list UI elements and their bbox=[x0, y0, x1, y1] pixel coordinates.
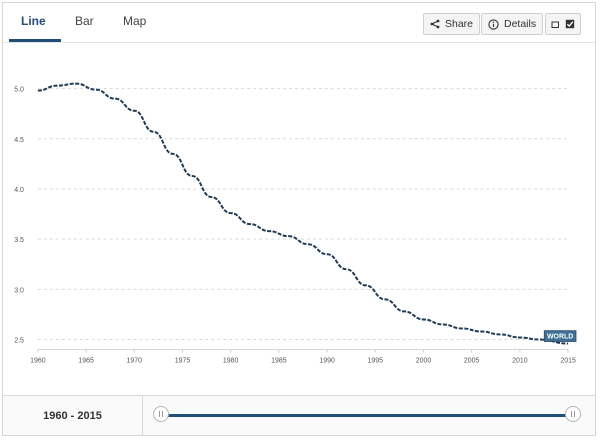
y-tick-label: 3.0 bbox=[14, 287, 24, 294]
series-label-world: WORLD bbox=[547, 334, 573, 341]
x-tick-label: 1960 bbox=[30, 358, 46, 365]
tab-bar[interactable]: Bar bbox=[75, 14, 94, 28]
slider-grip-icon bbox=[570, 411, 576, 417]
y-tick-label: 5.0 bbox=[14, 87, 24, 94]
x-tick-label: 1990 bbox=[319, 358, 335, 365]
series-label-box bbox=[543, 330, 577, 342]
chart-panel: Line Bar Map Share bbox=[2, 2, 596, 436]
x-tick-label: 2015 bbox=[560, 358, 576, 365]
x-tick-label: 2010 bbox=[512, 358, 528, 365]
active-tab-indicator bbox=[9, 39, 61, 42]
x-tick-label: 2005 bbox=[464, 358, 480, 365]
y-tick-label: 3.5 bbox=[14, 237, 24, 244]
share-button[interactable]: Share bbox=[423, 13, 481, 35]
x-tick-label: 1975 bbox=[175, 358, 191, 365]
view-options-button[interactable] bbox=[545, 13, 581, 35]
details-button[interactable]: Details bbox=[481, 13, 544, 35]
time-range-bar: 1960 - 2015 bbox=[3, 395, 595, 435]
x-tick-label: 2000 bbox=[416, 358, 432, 365]
line-chart: 5.0 4.5 4.0 3.5 3.0 2.5 1960 1965 1970 1975 1980 19… bbox=[14, 82, 577, 365]
x-tick-label: 1970 bbox=[127, 358, 143, 365]
slider-grip-icon bbox=[158, 411, 164, 417]
share-label: Share bbox=[445, 18, 474, 30]
details-label: Details bbox=[504, 18, 537, 30]
range-start-handle[interactable] bbox=[153, 406, 169, 422]
y-tick-label: 2.5 bbox=[14, 338, 24, 345]
tab-line[interactable]: Line bbox=[21, 14, 46, 28]
y-tick-label: 4.0 bbox=[14, 187, 24, 194]
chart-toolbar: Line Bar Map Share bbox=[3, 3, 595, 43]
checkbox-icon bbox=[565, 19, 575, 29]
range-slider-track[interactable] bbox=[161, 414, 573, 417]
y-tick-label: 4.5 bbox=[14, 137, 24, 144]
tab-map[interactable]: Map bbox=[123, 14, 147, 28]
info-icon bbox=[488, 18, 499, 30]
share-icon bbox=[430, 19, 440, 29]
window-icon bbox=[551, 20, 560, 29]
x-tick-label: 1995 bbox=[368, 358, 384, 365]
range-label: 1960 - 2015 bbox=[3, 396, 143, 435]
x-tick-label: 1985 bbox=[271, 358, 287, 365]
x-tick-label: 1965 bbox=[78, 358, 94, 365]
x-tick-label: 1980 bbox=[223, 358, 239, 365]
range-end-handle[interactable] bbox=[565, 406, 581, 422]
series-line-world bbox=[37, 82, 569, 345]
